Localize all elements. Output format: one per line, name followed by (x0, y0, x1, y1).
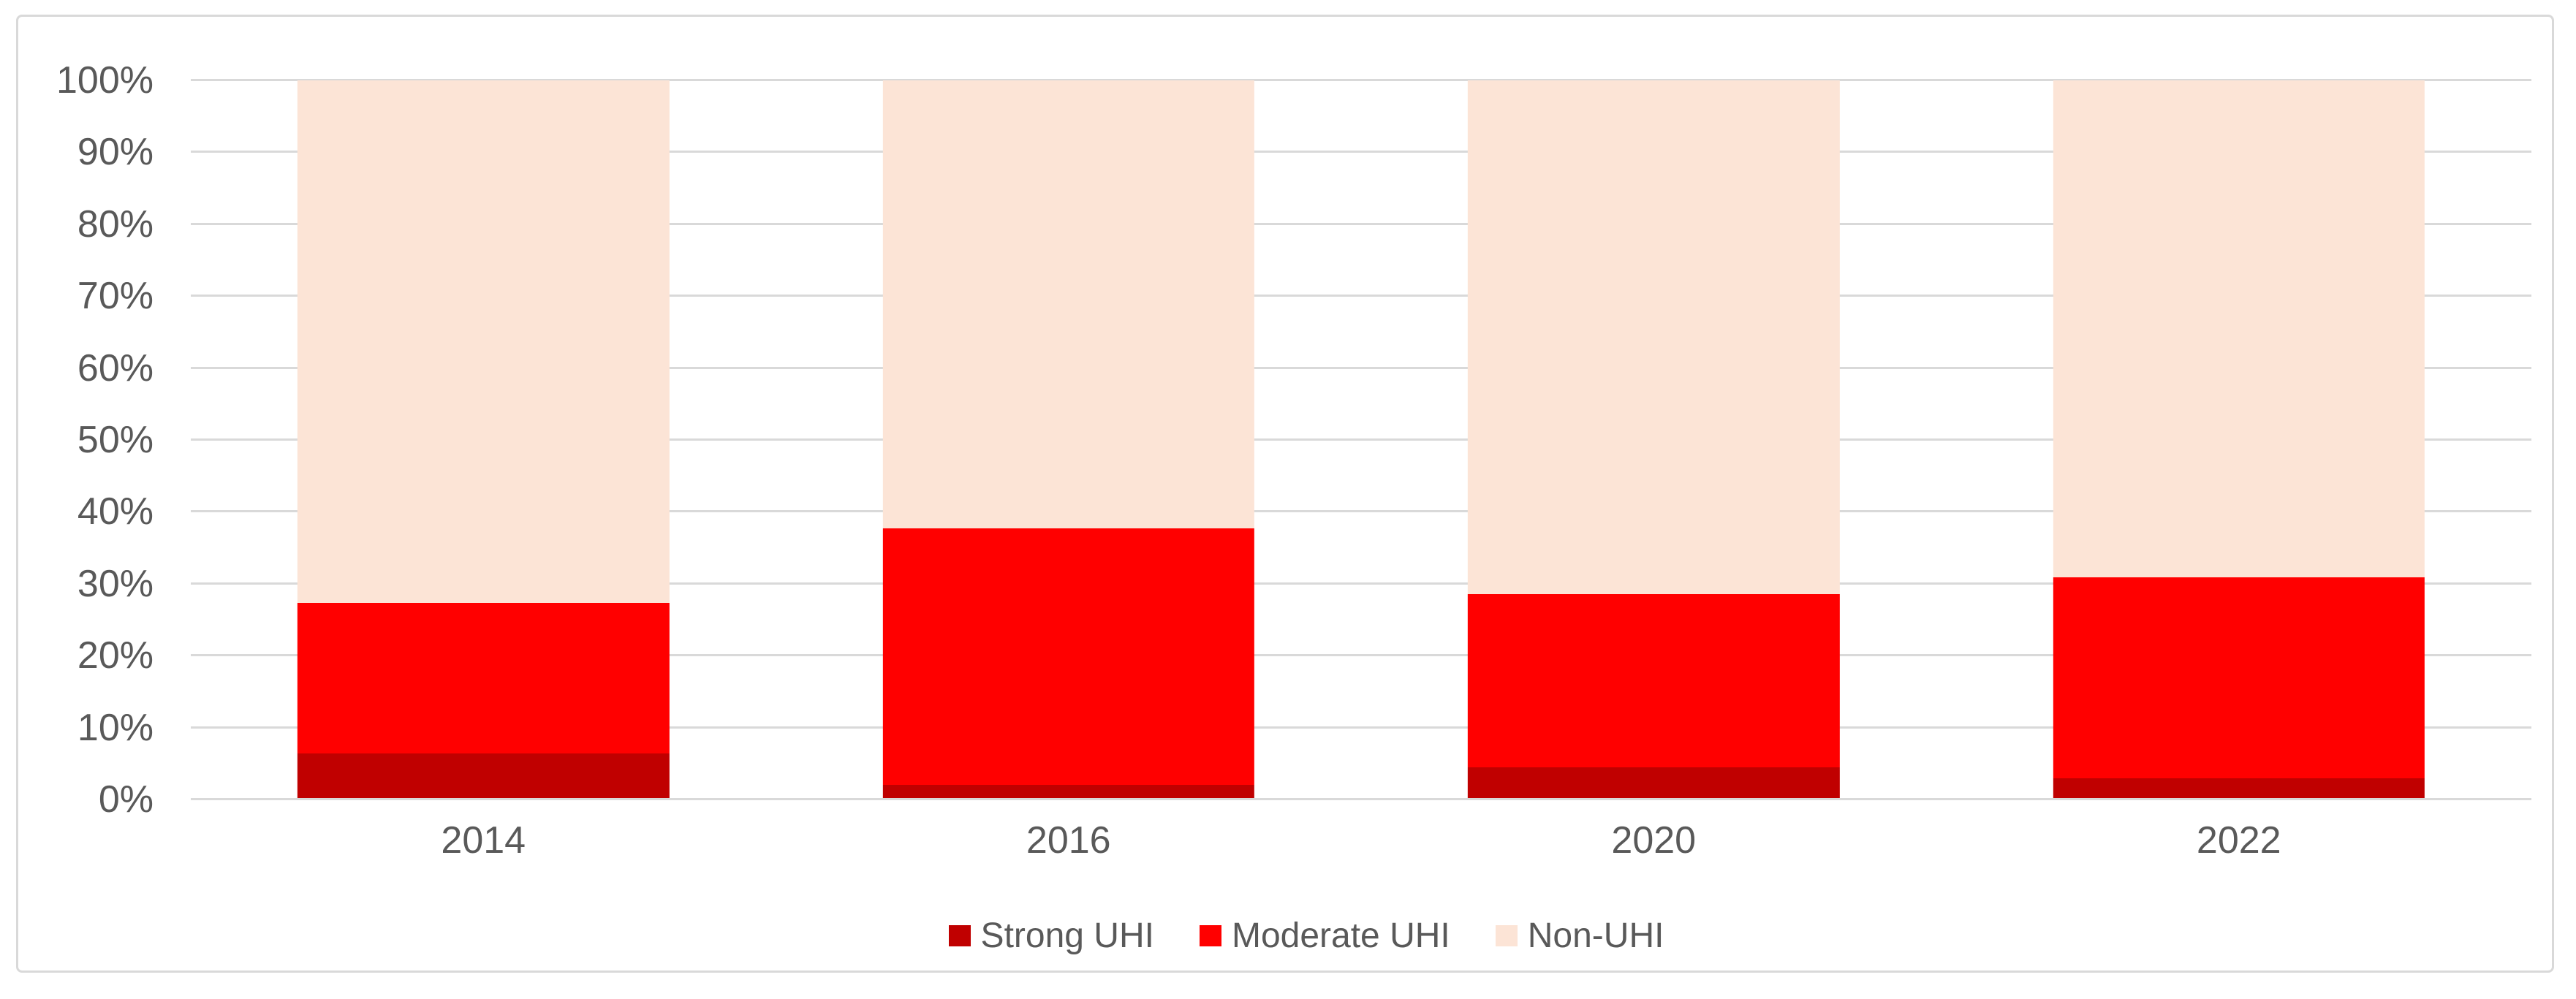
plot-area (191, 79, 2531, 800)
gridline-30% (191, 582, 2531, 585)
legend-label: Moderate UHI (1231, 916, 1450, 955)
stacked-bar-2014 (298, 80, 670, 799)
x-axis: 2014 2016 2020 2022 (191, 815, 2531, 866)
bar-segment-2020-non-uhi (1468, 80, 1840, 594)
bar-segment-2020-strong-uhi (1468, 767, 1840, 799)
stacked-bar-2022 (2053, 80, 2425, 799)
bars-layer (191, 80, 2531, 799)
legend-item-moderate-uhi: Moderate UHI (1199, 916, 1450, 956)
y-tick-label-90%: 90% (77, 131, 154, 174)
gridline-80% (191, 222, 2531, 225)
legend: Strong UHI Moderate UHI Non-UHI (18, 910, 2576, 961)
gridline-20% (191, 654, 2531, 657)
bar-segment-2016-strong-uhi (882, 785, 1254, 799)
bar-slot-2022 (1947, 80, 2532, 799)
gridline-100% (191, 79, 2531, 81)
bar-segment-2014-strong-uhi (298, 753, 670, 799)
x-tick-label-2020: 2020 (1611, 819, 1697, 862)
bar-slot-2014 (191, 80, 776, 799)
legend-swatch-icon (1199, 924, 1221, 946)
bar-segment-2014-moderate-uhi (298, 603, 670, 754)
y-axis: 0% 10% 20% 30% 40% 50% 60% 70% 80% 90% 100% (18, 61, 154, 818)
bar-segment-2022-strong-uhi (2053, 778, 2425, 799)
gridline-70% (191, 295, 2531, 297)
y-tick-label-50%: 50% (77, 419, 154, 461)
y-tick-label-70%: 70% (77, 275, 154, 318)
bar-segment-2022-moderate-uhi (2053, 577, 2425, 779)
legend-item-non-uhi: Non-UHI (1495, 916, 1664, 956)
y-tick-label-20%: 20% (77, 634, 154, 677)
legend-item-strong-uhi: Strong UHI (948, 916, 1154, 956)
x-tick-label-2014: 2014 (441, 819, 526, 862)
y-tick-label-10%: 10% (77, 706, 154, 749)
bar-segment-2022-non-uhi (2053, 80, 2425, 577)
y-tick-label-60%: 60% (77, 346, 154, 390)
stacked-bar-2020 (1468, 80, 1840, 799)
bar-segment-2020-moderate-uhi (1468, 593, 1840, 767)
gridline-10% (191, 726, 2531, 729)
bar-slot-2016 (776, 80, 1362, 799)
legend-swatch-icon (1495, 924, 1518, 946)
gridline-90% (191, 151, 2531, 153)
gridline-60% (191, 366, 2531, 369)
legend-label: Strong UHI (980, 916, 1154, 955)
y-tick-label-30%: 30% (77, 562, 154, 605)
bar-slot-2020 (1361, 80, 1947, 799)
y-tick-label-0%: 0% (98, 778, 154, 821)
bar-segment-2016-non-uhi (882, 80, 1254, 529)
bar-segment-2016-moderate-uhi (882, 528, 1254, 786)
y-tick-label-80%: 80% (77, 202, 154, 246)
stacked-bar-2016 (882, 80, 1254, 799)
gridline-50% (191, 438, 2531, 441)
chart-frame: 0% 10% 20% 30% 40% 50% 60% 70% 80% 90% 100% 2014 20… (16, 15, 2554, 973)
x-tick-label-2022: 2022 (2196, 819, 2281, 862)
gridline-40% (191, 510, 2531, 513)
legend-swatch-icon (948, 924, 971, 946)
y-tick-label-100%: 100% (56, 59, 154, 102)
y-tick-label-40%: 40% (77, 490, 154, 533)
x-tick-label-2016: 2016 (1026, 819, 1111, 862)
legend-label: Non-UHI (1527, 916, 1664, 955)
x-axis-line (191, 798, 2531, 800)
bar-segment-2014-non-uhi (298, 80, 670, 604)
